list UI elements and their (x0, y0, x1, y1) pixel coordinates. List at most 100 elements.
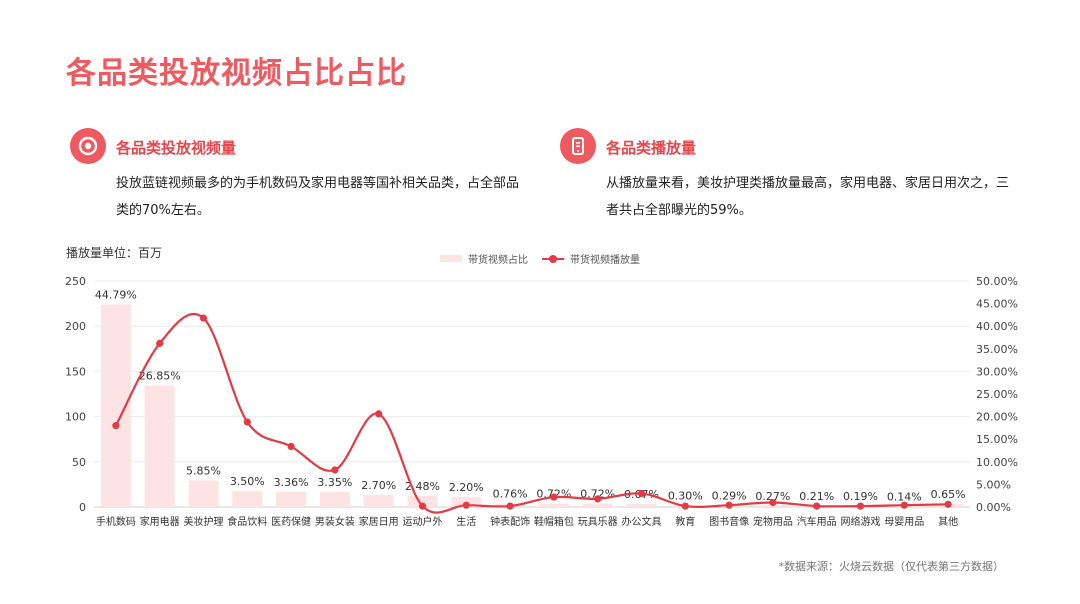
bar (582, 503, 613, 507)
x-tick-label: 男装女装 (315, 515, 355, 528)
bar (538, 503, 569, 507)
line-point (637, 489, 646, 498)
legend-label-line: 带货视频播放量 (570, 255, 640, 266)
line-point (243, 418, 251, 426)
line-point (769, 498, 777, 507)
bar-value-label: 2.70% (361, 479, 396, 492)
y-right-tick-label: 20.00% (976, 411, 1018, 424)
x-tick-label: 鞋帽箱包 (534, 515, 574, 528)
target-icon (70, 128, 106, 164)
line-point (156, 339, 164, 347)
bar-value-label: 5.85% (186, 465, 221, 478)
y-left-tick-label: 0 (79, 501, 86, 514)
x-tick-label: 手机数码 (96, 515, 136, 528)
y-right-tick-label: 30.00% (976, 365, 1018, 378)
line-point (944, 500, 952, 508)
bar-value-label: 3.36% (274, 476, 309, 489)
line-point (856, 502, 865, 510)
line-point (418, 502, 427, 510)
chart-legend: 带货视频占比 带货视频播放量 (440, 251, 640, 266)
x-tick-label: 网络游戏 (841, 515, 881, 528)
x-tick-label: 运动户外 (403, 515, 443, 528)
legend-swatch-line (542, 254, 564, 263)
bar (626, 503, 657, 507)
bar-value-label: 2.20% (449, 481, 484, 494)
line-point (287, 442, 295, 451)
y-right-tick-label: 50.00% (976, 275, 1018, 288)
bar-value-label: 44.79% (95, 289, 137, 302)
y-right-tick-label: 35.00% (976, 343, 1018, 356)
bar-value-label: 0.14% (887, 490, 922, 503)
insight-heading: 各品类投放视频量 (116, 139, 237, 157)
x-tick-label: 家用电器 (140, 515, 180, 528)
x-tick-label: 钟表配饰 (490, 515, 530, 528)
legend-label-bar: 带货视频占比 (468, 255, 528, 266)
y-right-tick-label: 15.00% (976, 433, 1018, 446)
legend-item-line: 带货视频播放量 (542, 251, 640, 266)
y-left-tick-label: 250 (65, 275, 86, 288)
bar-value-label: 0.21% (799, 490, 834, 503)
legend-item-bar: 带货视频占比 (440, 251, 528, 266)
page-title: 各品类投放视频占比占比 (66, 56, 407, 91)
y-right-tick-label: 45.00% (976, 298, 1018, 311)
insight-body: 投放蓝链视频最多的为手机数码及家用电器等国补相关品类，占全部品类的70%左右。 (116, 176, 520, 218)
line-point (813, 502, 821, 510)
x-tick-label: 医药保健 (271, 515, 311, 528)
legend-swatch-bar (440, 255, 462, 262)
x-tick-label: 母婴用品 (884, 516, 924, 528)
line-point (725, 501, 733, 509)
y-left-tick-label: 100 (65, 411, 86, 424)
y-right-tick-label: 5.00% (976, 478, 1011, 491)
bar (757, 505, 788, 507)
line-point (594, 495, 602, 503)
x-tick-label: 宠物用品 (753, 515, 793, 528)
bar-value-label: 0.65% (931, 488, 966, 501)
x-tick-label: 教育 (675, 515, 695, 528)
bar-value-label: 0.19% (843, 490, 878, 503)
insight-body: 从播放量来看，美妆护理类播放量最高，家用电器、家居日用次之，三者共占全部曝光的5… (606, 176, 1010, 218)
line-point (375, 410, 383, 418)
bar (276, 491, 307, 507)
line-point (462, 501, 470, 509)
bar-value-label: 3.35% (317, 476, 352, 489)
x-tick-label: 玩具乐器 (578, 516, 618, 528)
line-point (112, 422, 120, 430)
bar (407, 495, 438, 507)
unit-label: 播放量单位：百万 (66, 246, 163, 260)
bar-value-label: 0.30% (668, 490, 703, 503)
line-point (199, 314, 208, 322)
line-point (681, 502, 689, 510)
line-point (506, 502, 514, 510)
bar-value-label: 0.27% (755, 490, 790, 503)
y-right-tick-label: 25.00% (976, 388, 1018, 401)
y-right-tick-label: 0.00% (976, 501, 1011, 514)
x-tick-label: 汽车用品 (797, 515, 837, 528)
y-left-tick-label: 200 (65, 320, 86, 333)
y-right-tick-label: 10.00% (976, 456, 1018, 469)
x-tick-label: 家居日用 (359, 515, 399, 528)
bar (363, 494, 394, 507)
y-left-tick-label: 150 (65, 365, 86, 378)
line-point (550, 493, 558, 501)
x-tick-label: 其他 (938, 515, 958, 528)
x-tick-label: 办公文具 (622, 515, 662, 528)
bar (144, 385, 175, 507)
bar (232, 491, 263, 507)
x-tick-label: 食品饮料 (227, 515, 267, 528)
y-right-tick-label: 40.00% (976, 320, 1018, 333)
y-left-tick-label: 50 (72, 456, 86, 469)
bar-value-label: 26.85% (139, 370, 181, 383)
x-tick-label: 图书音像 (709, 515, 749, 528)
line-point (331, 466, 339, 474)
insight-heading: 各品类播放量 (606, 139, 697, 157)
source-note: *数据来源：火烧云数据（仅代表第三方数据） (778, 560, 1005, 573)
bar (319, 491, 350, 507)
bar-value-label: 0.76% (493, 488, 528, 501)
bar (188, 480, 219, 507)
line-point (900, 501, 908, 509)
bar-value-label: 3.50% (230, 475, 265, 488)
bar-value-label: 0.29% (712, 490, 747, 503)
x-tick-label: 美妆护理 (184, 515, 224, 528)
x-tick-label: 生活 (456, 515, 476, 528)
